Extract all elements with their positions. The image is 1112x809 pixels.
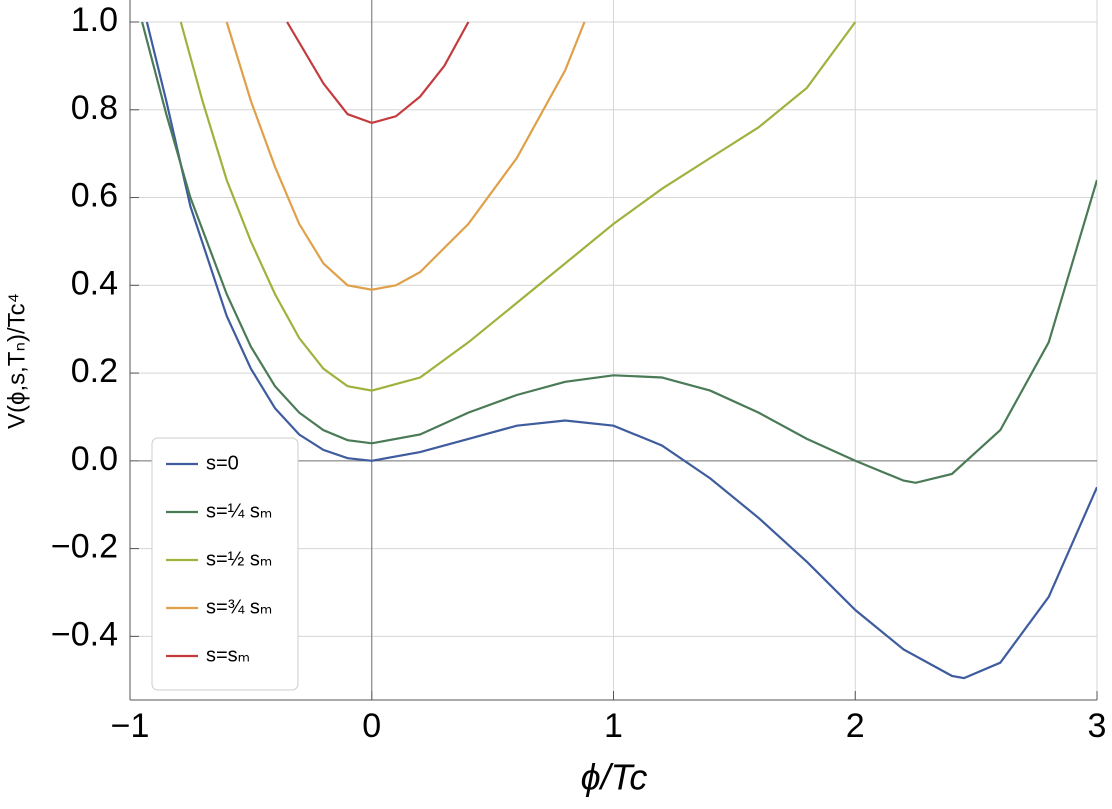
legend-label: s=¾ sₘ (206, 596, 272, 618)
series-line (141, 21, 1097, 484)
legend-box (151, 437, 299, 691)
series-line (286, 21, 470, 125)
legend-label: s=sₘ (206, 644, 250, 666)
series-line (225, 21, 586, 291)
y-tick-label: 0.4 (71, 264, 118, 302)
y-tick-label: 0.6 (71, 177, 118, 215)
y-tick-label: 1.0 (71, 1, 118, 39)
x-tick-label: −1 (111, 707, 150, 745)
legend-label: s=0 (206, 452, 239, 474)
y-tick-label: −0.4 (51, 615, 118, 653)
y-tick-label: 0.0 (71, 440, 118, 478)
legend-label: s=½ sₘ (206, 548, 272, 570)
x-tick-label: 0 (362, 707, 381, 745)
x-axis-label: ϕ/Tc (581, 757, 648, 798)
y-tick-label: 0.2 (71, 352, 118, 390)
x-tick-label: 3 (1088, 707, 1107, 745)
series-line (179, 21, 857, 392)
x-tick-label: 1 (604, 707, 623, 745)
series-line (145, 21, 1097, 680)
plot-area (141, 21, 1097, 680)
y-axis-label: V(ϕ,s,Tₙ)/Tc⁴ (3, 293, 30, 429)
y-tick-label: −0.2 (51, 528, 118, 566)
x-tick-label: 2 (846, 707, 865, 745)
y-tick-label: 0.8 (71, 89, 118, 127)
legend-label: s=¼ sₘ (206, 500, 272, 522)
